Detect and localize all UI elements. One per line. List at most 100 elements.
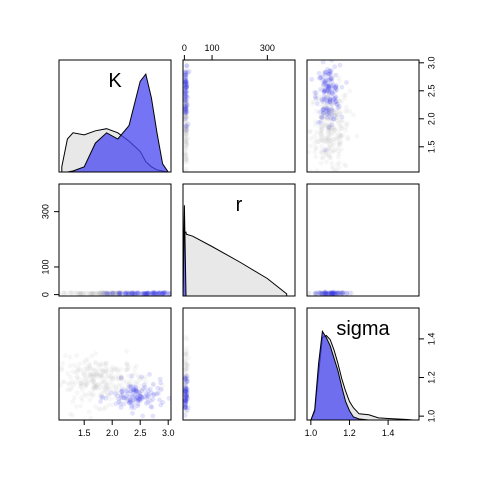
scatter-point	[183, 398, 189, 404]
scatter-point	[336, 118, 342, 124]
scatter-point	[85, 366, 90, 372]
scatter-point	[321, 111, 327, 117]
scatter-point	[326, 128, 331, 133]
scatter-point	[184, 114, 189, 120]
scatter-point	[129, 393, 135, 399]
scatter-point	[183, 105, 189, 111]
scatter-point	[106, 393, 112, 398]
K-sigma-panel	[58, 307, 172, 421]
scatter-point	[319, 115, 324, 120]
scatter-point	[335, 290, 341, 295]
scatter-point	[123, 291, 129, 296]
scatter-point	[136, 375, 142, 380]
scatter-point	[97, 392, 102, 398]
scatter-point	[88, 392, 94, 398]
scatter-point	[129, 373, 135, 379]
scatter-point	[333, 86, 339, 92]
scatter-point	[320, 82, 326, 88]
scatter-point	[119, 389, 125, 394]
scatter-point	[325, 80, 331, 86]
scatter-point	[88, 291, 93, 296]
scatter-point	[336, 154, 341, 160]
scatter-point	[330, 100, 335, 105]
scatter-point	[101, 361, 106, 367]
scatter-point	[100, 291, 105, 296]
scatter-point	[77, 384, 83, 389]
scatter-point	[343, 109, 348, 114]
scatter-point	[92, 291, 98, 296]
scatter-point	[118, 367, 124, 372]
scatter-point	[328, 68, 334, 73]
scatter-point	[183, 391, 188, 396]
scatter-point	[183, 151, 189, 157]
scatter-point	[120, 289, 126, 295]
scatter-point	[127, 385, 133, 390]
scatter-point	[117, 290, 123, 296]
scatter-point	[333, 111, 339, 116]
scatter-point	[313, 138, 319, 143]
scatter-point	[183, 104, 188, 109]
scatter-point	[185, 90, 190, 96]
scatter-point	[184, 393, 190, 399]
scatter-point	[61, 290, 66, 296]
scatter-point	[81, 290, 87, 296]
scatter-point	[310, 99, 316, 104]
scatter-point	[129, 291, 134, 296]
scatter-point	[330, 91, 335, 96]
scatter-point	[150, 413, 156, 419]
scatter-point	[111, 367, 117, 373]
scatter-point	[116, 291, 122, 296]
scatter-point	[183, 188, 188, 193]
scatter-point	[96, 406, 102, 412]
scatter-point	[131, 290, 137, 296]
scatter-point	[184, 378, 190, 384]
scatter-point	[161, 290, 167, 296]
scatter-point	[184, 79, 190, 84]
scatter-point	[183, 385, 188, 390]
scatter-point	[103, 387, 109, 392]
scatter-point	[313, 145, 318, 151]
scatter-point	[160, 400, 166, 405]
scatter-point	[337, 109, 343, 114]
scatter-point	[183, 351, 188, 356]
scatter-point	[183, 82, 189, 88]
scatter-point	[318, 94, 324, 100]
scatter-point	[70, 290, 76, 296]
scatter-point	[324, 122, 330, 128]
scatter-point	[31, 291, 36, 296]
scatter-point	[112, 290, 118, 296]
scatter-point	[336, 151, 342, 157]
scatter-point	[183, 139, 189, 144]
scatter-point	[151, 290, 157, 296]
scatter-point	[124, 360, 130, 366]
scatter-point	[328, 107, 334, 112]
scatter-point	[183, 75, 188, 80]
scatter-point	[351, 112, 356, 118]
scatter-point	[332, 113, 338, 118]
scatter-point	[126, 291, 132, 296]
tick-label: 2.5	[426, 85, 436, 98]
scatter-point	[184, 388, 190, 394]
scatter-point	[327, 95, 333, 101]
r-top-axis: 0 100 300	[182, 43, 275, 61]
scatter-point	[116, 291, 122, 296]
scatter-point	[134, 381, 140, 387]
scatter-point	[324, 291, 330, 296]
scatter-point	[330, 97, 336, 103]
scatter-point	[109, 364, 115, 370]
scatter-point	[183, 397, 188, 403]
scatter-point	[116, 377, 122, 382]
scatter-point	[183, 386, 189, 392]
scatter-point	[318, 124, 324, 129]
scatter-point	[321, 97, 327, 103]
scatter-point	[183, 85, 189, 90]
scatter-point	[90, 291, 96, 296]
scatter-point	[322, 79, 328, 85]
scatter-point	[332, 291, 338, 296]
scatter-point	[340, 291, 345, 296]
scatter-point	[67, 363, 73, 369]
scatter-point	[308, 136, 314, 142]
scatter-point	[330, 116, 336, 122]
scatter-point	[122, 385, 128, 391]
scatter-point	[328, 290, 333, 296]
